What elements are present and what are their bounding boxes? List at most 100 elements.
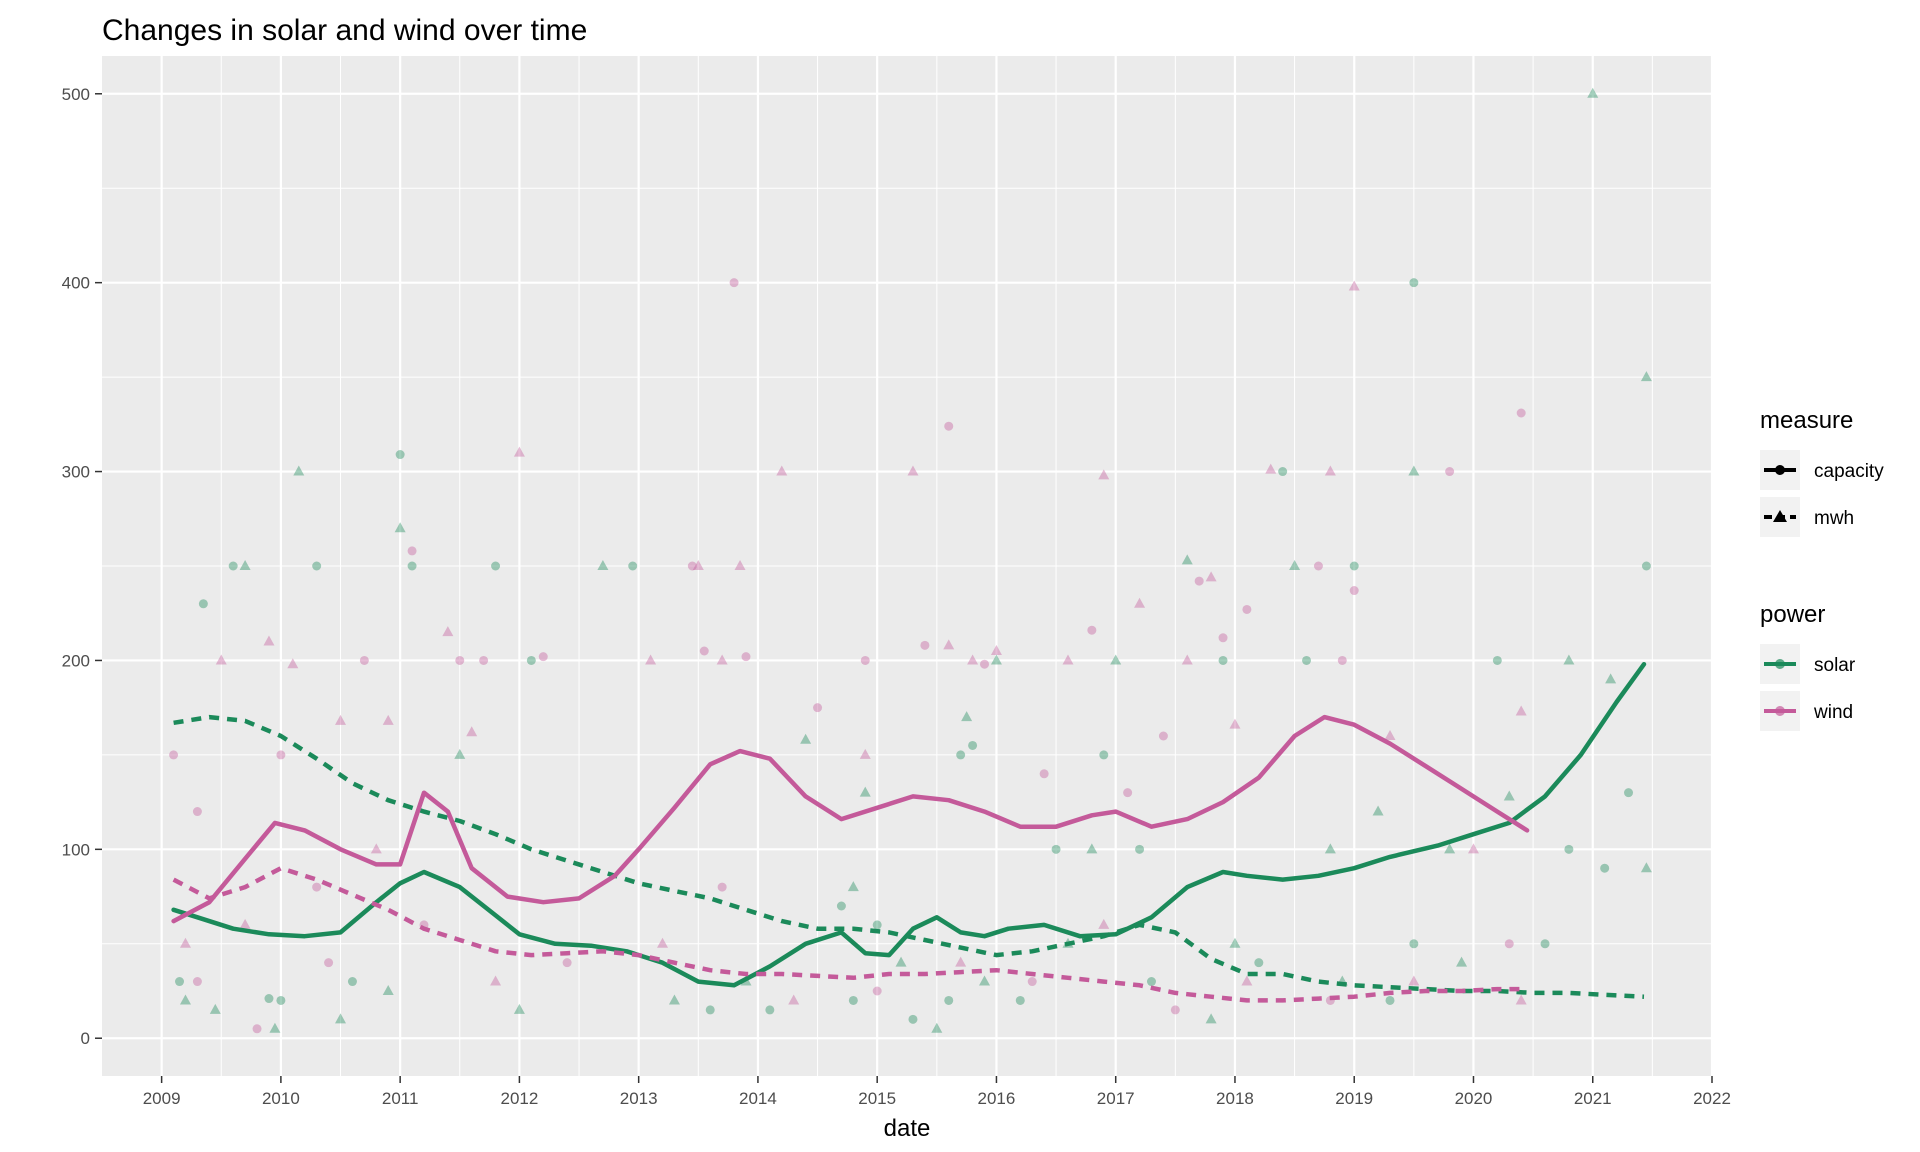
wind-point — [788, 994, 800, 1005]
legend-label-wind: wind — [1813, 702, 1853, 723]
solar-point — [239, 560, 251, 570]
wind-point — [1134, 597, 1146, 608]
y-tick-label: 200 — [62, 651, 90, 670]
solar-point — [335, 1013, 347, 1024]
solar-point — [908, 1014, 918, 1024]
wind-point — [324, 958, 334, 968]
wind-point — [955, 956, 967, 967]
solar-point — [1146, 977, 1156, 987]
wind-point — [699, 646, 709, 656]
series-line-solar-mwh — [173, 714, 1645, 999]
wind-point — [990, 645, 1002, 655]
x-axis-title: date — [884, 1115, 931, 1142]
wind-point — [1467, 843, 1479, 854]
solar-point — [990, 654, 1002, 665]
y-tick-label: 400 — [62, 274, 90, 293]
wind-point — [1445, 467, 1455, 477]
x-tick-label: 2010 — [262, 1089, 300, 1108]
wind-point — [1265, 463, 1277, 474]
solar-point — [312, 561, 322, 571]
trend-lines — [171, 661, 1647, 1003]
solar-point — [209, 1003, 221, 1014]
wind-point — [645, 654, 657, 665]
wind-point — [1515, 705, 1527, 716]
solar-point — [1624, 788, 1634, 798]
solar-point — [931, 1022, 943, 1033]
wind-point — [776, 465, 788, 476]
grid-lines — [102, 56, 1714, 1076]
wind-point — [1324, 465, 1336, 476]
x-tick-label: 2021 — [1574, 1089, 1612, 1108]
series-line-solar-capacity — [171, 661, 1647, 988]
wind-point — [239, 918, 251, 929]
wind-point — [1218, 633, 1228, 643]
solar-point — [956, 750, 966, 760]
y-tick-label: 500 — [62, 85, 90, 104]
legend-marker-capacity — [1775, 465, 1785, 475]
x-tick-label: 2018 — [1216, 1089, 1254, 1108]
solar-point — [394, 522, 406, 533]
solar-point — [979, 975, 991, 986]
solar-point — [1408, 465, 1420, 476]
wind-point — [944, 421, 954, 431]
x-tick-label: 2017 — [1097, 1089, 1135, 1108]
solar-point — [1564, 844, 1574, 854]
solar-point — [1289, 560, 1301, 570]
wind-point — [1515, 994, 1527, 1005]
x-tick-label: 2015 — [858, 1089, 896, 1108]
wind-point — [359, 655, 369, 665]
data-points — [169, 87, 1652, 1034]
solar-point — [944, 995, 954, 1005]
wind-point — [1408, 975, 1420, 986]
wind-point — [370, 843, 382, 854]
wind-point — [287, 658, 299, 669]
solar-point — [1640, 862, 1652, 873]
series-line-wind-capacity — [171, 714, 1530, 924]
solar-point — [1302, 655, 1312, 665]
wind-point — [657, 937, 669, 948]
solar-point — [961, 711, 973, 722]
wind-point — [407, 546, 417, 556]
wind-point — [872, 986, 882, 996]
wind-point — [860, 655, 870, 665]
solar-point — [175, 977, 185, 987]
wind-point — [1181, 654, 1193, 665]
solar-point — [293, 465, 305, 476]
x-tick-label: 2009 — [143, 1089, 181, 1108]
solar-point — [407, 561, 417, 571]
solar-point — [1254, 958, 1264, 968]
wind-point — [741, 652, 751, 662]
wind-point — [1039, 769, 1049, 779]
solar-point — [1205, 1013, 1217, 1024]
wind-point — [717, 882, 727, 892]
wind-point — [1098, 918, 1110, 929]
solar-point — [1086, 843, 1098, 854]
wind-point — [382, 714, 394, 725]
legend-power-title: power — [1760, 601, 1825, 628]
wind-point — [734, 560, 746, 570]
solar-point — [1385, 995, 1395, 1005]
wind-point — [1349, 586, 1359, 596]
wind-point — [920, 640, 930, 650]
wind-point — [692, 560, 704, 570]
wind-point — [943, 639, 955, 650]
solar-point — [848, 995, 858, 1005]
solar-point — [1110, 654, 1122, 665]
wind-point — [335, 714, 347, 725]
wind-point — [192, 807, 202, 817]
solar-point — [872, 920, 882, 930]
wind-point — [1384, 730, 1396, 740]
wind-point — [1087, 625, 1097, 635]
solar-point — [179, 994, 191, 1005]
series-line-wind-mwh — [172, 865, 1528, 1003]
solar-point — [1278, 467, 1288, 477]
solar-point — [1503, 790, 1515, 801]
wind-point — [562, 958, 572, 968]
wind-point — [252, 1024, 262, 1034]
solar-point — [264, 994, 274, 1004]
solar-point — [1600, 863, 1610, 873]
wind-point — [716, 654, 728, 665]
solar-point — [1099, 750, 1109, 760]
